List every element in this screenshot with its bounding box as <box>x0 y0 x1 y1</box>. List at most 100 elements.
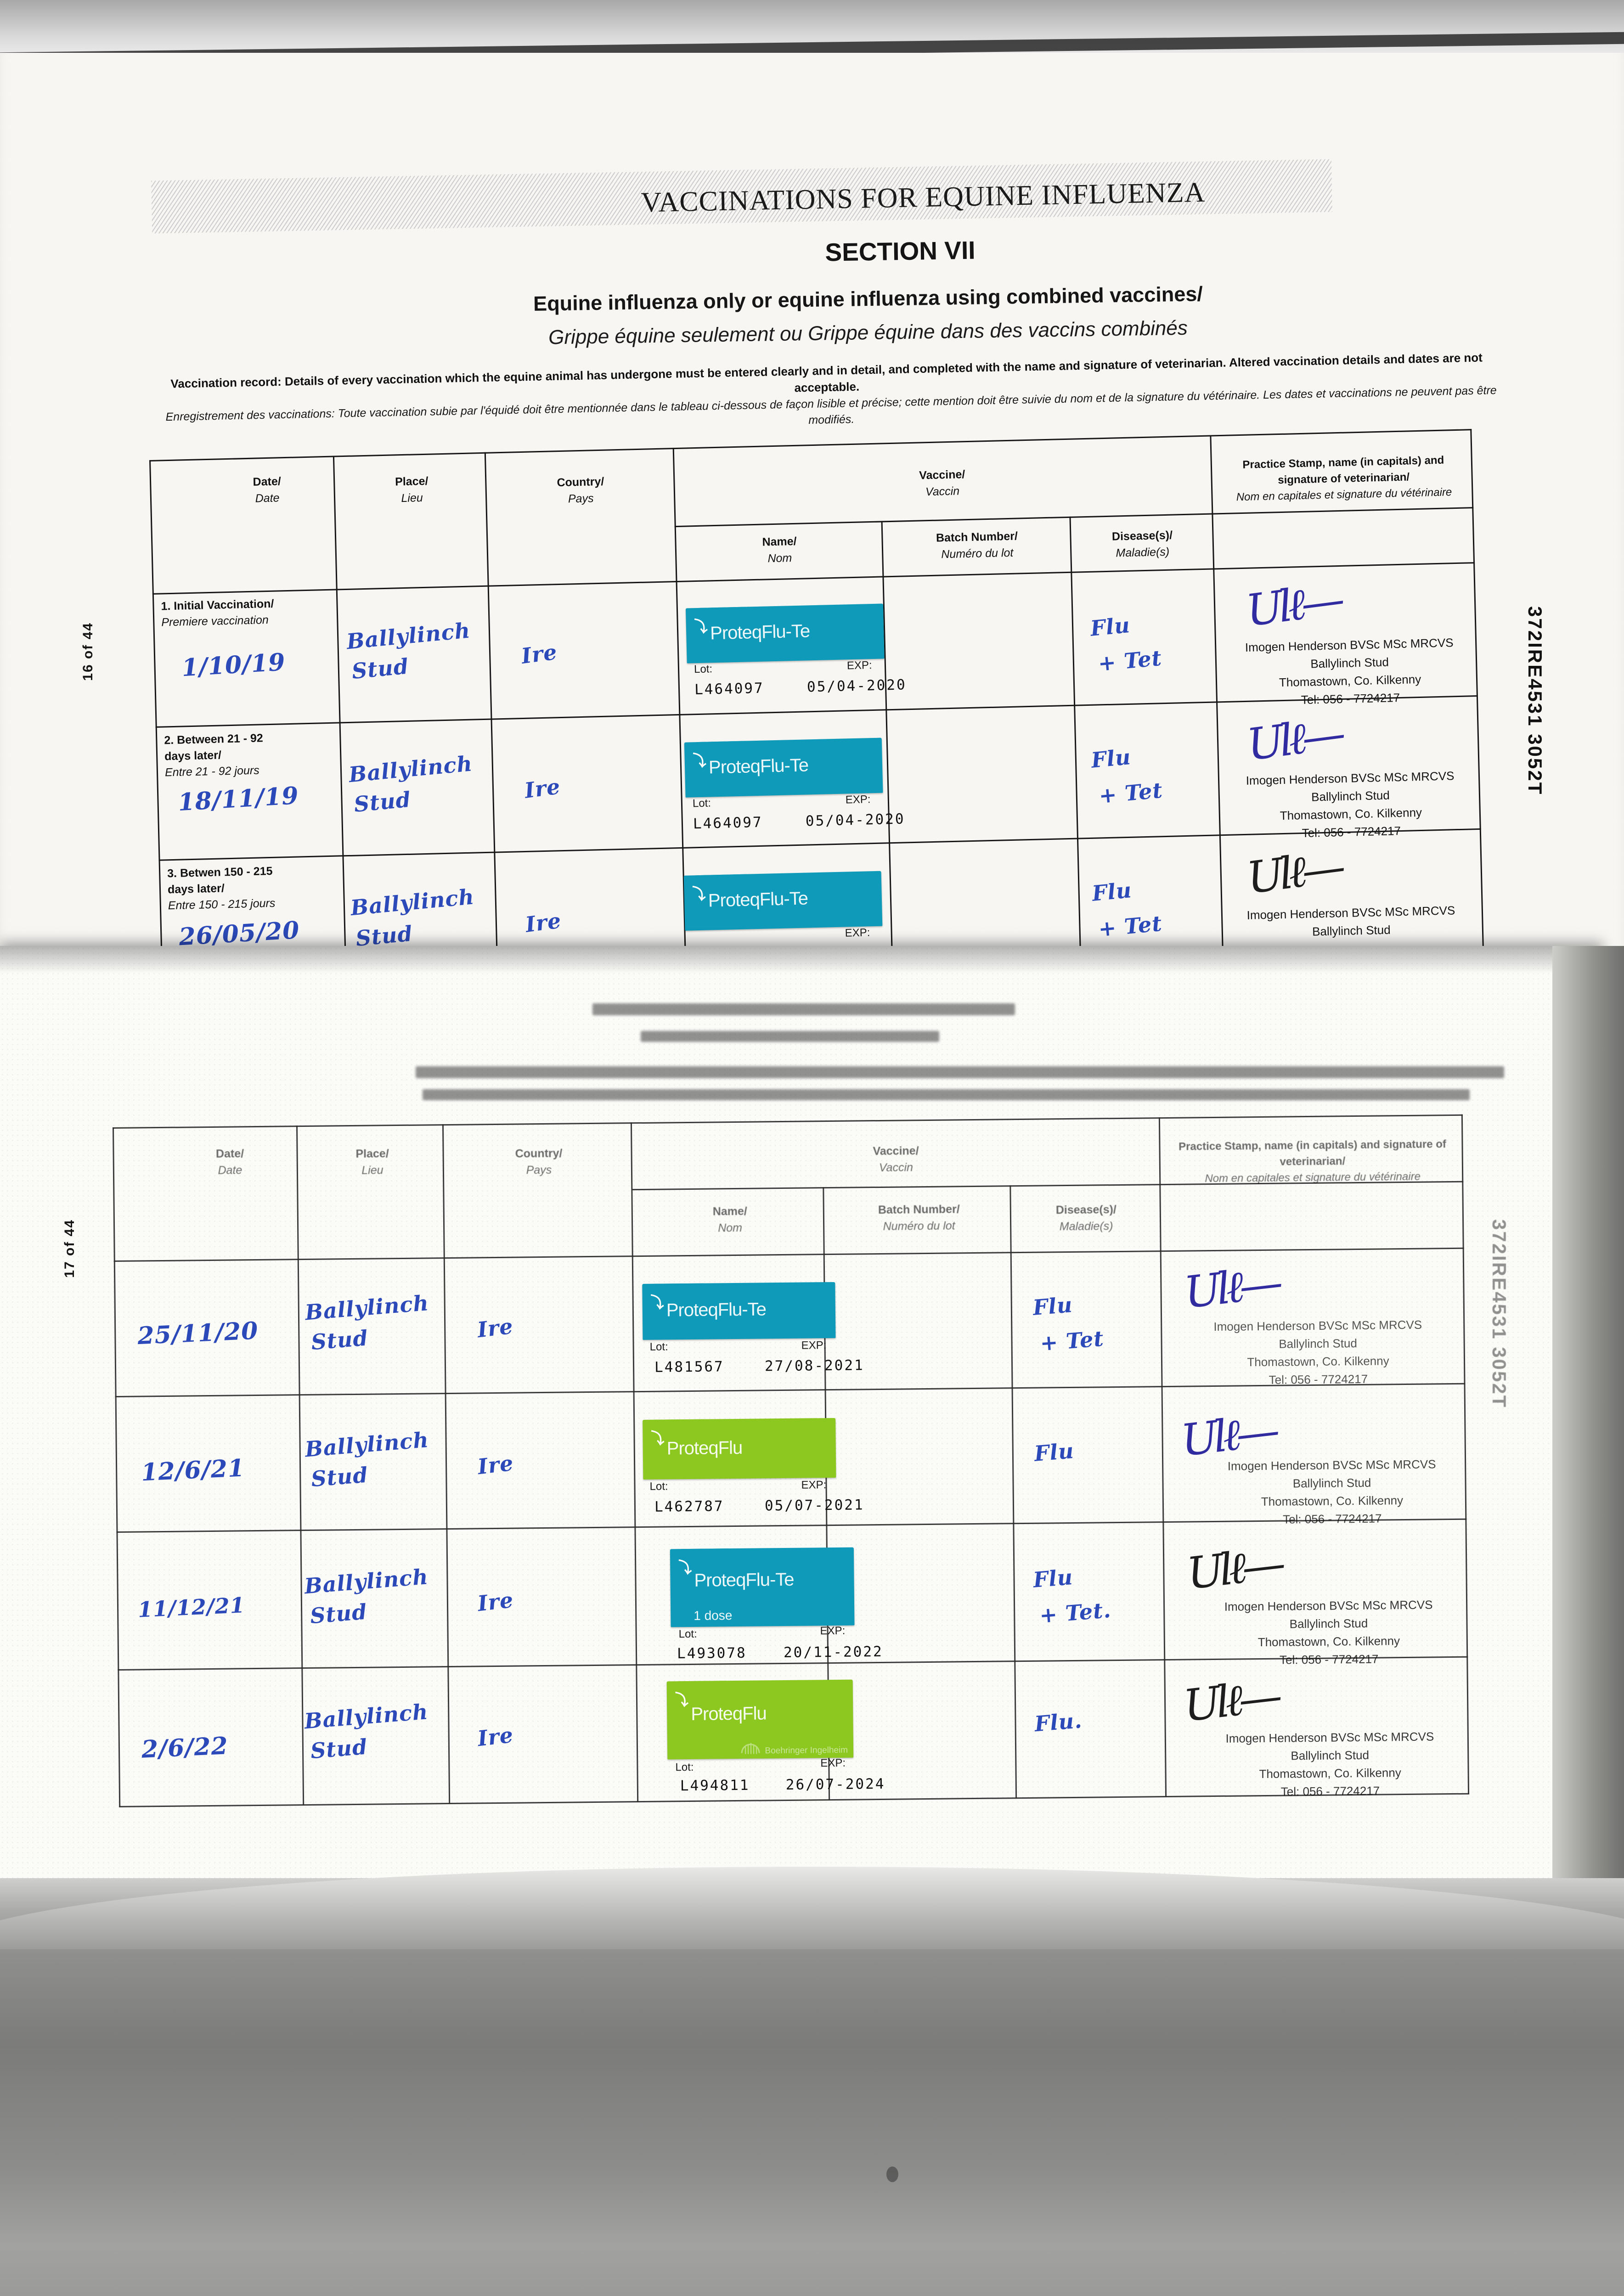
vaccine-sticker: ⤵ ProteqFlu-Te <box>685 603 885 664</box>
col-line-place <box>442 1124 451 1804</box>
header-batch-en: Batch Number/ <box>936 529 1018 545</box>
header-disease-en: Disease(s)/ <box>1111 529 1173 543</box>
header-batch-fr: Numéro du lot <box>883 1219 955 1233</box>
vet-phone: Tel: 056 - 7724217 <box>1280 1784 1380 1799</box>
col-line-date <box>296 1125 304 1806</box>
header-name-fr: Nom <box>767 551 792 565</box>
entry-disease-line2: + Tet <box>1097 645 1163 676</box>
exp-label: EXP: <box>845 926 870 940</box>
entry-date: 12/6/21 <box>140 1454 246 1487</box>
sticker-arrow-icon: ⤵ <box>676 1559 694 1577</box>
vaccine-sticker: ⤵ ProteqFlu-Te <box>683 871 883 931</box>
sticker-dose: 1 dose <box>694 1608 733 1623</box>
vaccine-subheader-line <box>674 507 1474 528</box>
paper-texture-16 <box>0 53 1624 999</box>
sticker-arrow-icon: ⤵ <box>673 1691 690 1710</box>
header-name-en: Name/ <box>712 1204 747 1218</box>
entry-place-line1: Ballylinch <box>349 884 475 921</box>
sticker-brand-name: Proteq <box>694 1570 746 1591</box>
col-line-place <box>484 452 498 980</box>
lot-label: Lot: <box>649 1480 668 1493</box>
entry-place-line1: Ballylinch <box>348 751 474 788</box>
sticker-variant: Flu-Te <box>761 621 810 642</box>
exp-label: EXP: <box>820 1756 846 1770</box>
sticker-notch <box>695 871 747 883</box>
entry-disease-line1: Flu <box>1032 1564 1074 1593</box>
entry-place-line1: Ballylinch <box>304 1290 430 1325</box>
entry-disease-line2: + Tet <box>1097 911 1163 942</box>
entry-place-line2: Stud <box>309 1599 368 1629</box>
vaccine-sticker: ⤵ ProteqFlu <box>643 1418 836 1480</box>
header-date-fr: Date <box>218 1164 242 1177</box>
header-stamp-en: Practice Stamp, name (in capitals) and s… <box>1242 454 1444 486</box>
vet-practice: Ballylinch Stud <box>1289 1616 1368 1631</box>
col-line-name <box>881 521 893 971</box>
vet-name: Imogen Henderson BVSc MSc MRCVS <box>1213 1317 1422 1334</box>
sticker-notch <box>654 1418 705 1427</box>
sticker-brand-name: Proteq <box>708 756 761 778</box>
section-heading: SECTION VII <box>825 236 976 267</box>
vet-name: Imogen Henderson BVSc MSc MRCVS <box>1227 1457 1436 1473</box>
entry-disease-line1: Flu <box>1032 1292 1074 1320</box>
header-place-en: Place/ <box>395 474 429 489</box>
vet-phone: Tel: 056 - 7724217 <box>1279 1652 1379 1667</box>
header-date-fr: Date <box>255 491 280 505</box>
entry-disease-line1: Flu <box>1033 1438 1075 1466</box>
entry-place-line1: Ballylinch <box>303 1564 429 1599</box>
header-vaccine-en: Vaccine/ <box>873 1144 919 1158</box>
header-batch: Batch Number/ Numéro du lot <box>886 527 1068 564</box>
entry-disease-line1: Flu <box>1090 744 1132 773</box>
lot-label: Lot: <box>678 1627 697 1641</box>
lot-label: Lot: <box>694 663 713 676</box>
header-batch-fr: Numéro du lot <box>941 546 1014 561</box>
sticker-arrow-icon: ⤵ <box>692 618 709 636</box>
header-disease-en: Disease(s)/ <box>1055 1203 1116 1217</box>
sticker-variant: Flu-Te <box>745 1569 794 1590</box>
sticker-brand: ProteqFlu <box>667 1438 743 1459</box>
sticker-brand-name: Proteq <box>708 889 760 911</box>
expiry-date: 05/04-2020 <box>806 676 907 696</box>
header-disease: Disease(s)/ Maladie(s) <box>1074 526 1211 563</box>
entry-country: Ire <box>476 1587 515 1616</box>
entry-disease-line2: + Tet. <box>1038 1597 1112 1628</box>
vet-stamp: Imogen Henderson BVSc MSc MRCVS Ballylin… <box>1225 766 1477 844</box>
vaccination-table-page-16: Date/ Date Place/ Lieu Country/ Pays Vac… <box>149 429 1484 988</box>
row-label-2-en2: days later/ <box>164 748 222 763</box>
exp-label: EXP: <box>846 659 872 672</box>
expiry-date: 05/04-2020 <box>805 810 905 830</box>
header-batch: Batch Number/ Numéro du lot <box>829 1200 1009 1235</box>
header-name-fr: Nom <box>718 1221 743 1235</box>
lot-label: Lot: <box>649 1340 668 1353</box>
exp-label: EXP: <box>820 1624 846 1638</box>
header-name-en: Name/ <box>762 535 797 549</box>
passport-page-16 <box>0 53 1624 999</box>
sticker-variant: Flu <box>742 1703 767 1724</box>
entry-date: 18/11/19 <box>177 782 300 817</box>
vaccine-sticker: ⤵ ProteqFlu Boehringer Ingelheim <box>666 1679 854 1760</box>
entry-place-line2: Stud <box>310 1325 369 1355</box>
entry-date: 2/6/22 <box>141 1732 229 1764</box>
sticker-brand: ProteqFlu-Te <box>694 1570 794 1591</box>
entry-disease-line1: Flu <box>1091 877 1133 906</box>
entry-date: 11/12/21 <box>137 1593 246 1622</box>
sticker-brand-name: Proteq <box>710 622 762 644</box>
page-number-16: 16 of 44 <box>80 622 96 681</box>
page-17-right-edge <box>1552 946 1624 1896</box>
blurred-note-line-2 <box>641 1031 939 1042</box>
row-label-1-fr: Premiere vaccination <box>161 613 269 629</box>
entry-disease-line2: + Tet <box>1098 777 1164 809</box>
header-place-en: Place/ <box>355 1147 389 1160</box>
header-stamp: Practice Stamp, name (in capitals) and s… <box>1218 452 1470 506</box>
vet-signature: Ulℓ— <box>1181 1671 1280 1732</box>
entry-country: Ire <box>524 908 563 937</box>
sticker-notch <box>681 1547 729 1557</box>
entry-disease-line1: Flu <box>1089 612 1131 641</box>
vet-signature: Ulℓ— <box>1243 574 1343 637</box>
batch-number: L464097 <box>694 680 765 698</box>
entry-country: Ire <box>523 774 562 803</box>
header-country: Country/ Pays <box>450 1144 627 1179</box>
header-date: Date/ Date <box>200 472 334 508</box>
manufacturer-name: Boehringer Ingelheim <box>765 1745 848 1756</box>
expiry-date: 26/07-2024 <box>785 1775 885 1793</box>
page-number-17: 17 of 44 <box>62 1219 77 1278</box>
